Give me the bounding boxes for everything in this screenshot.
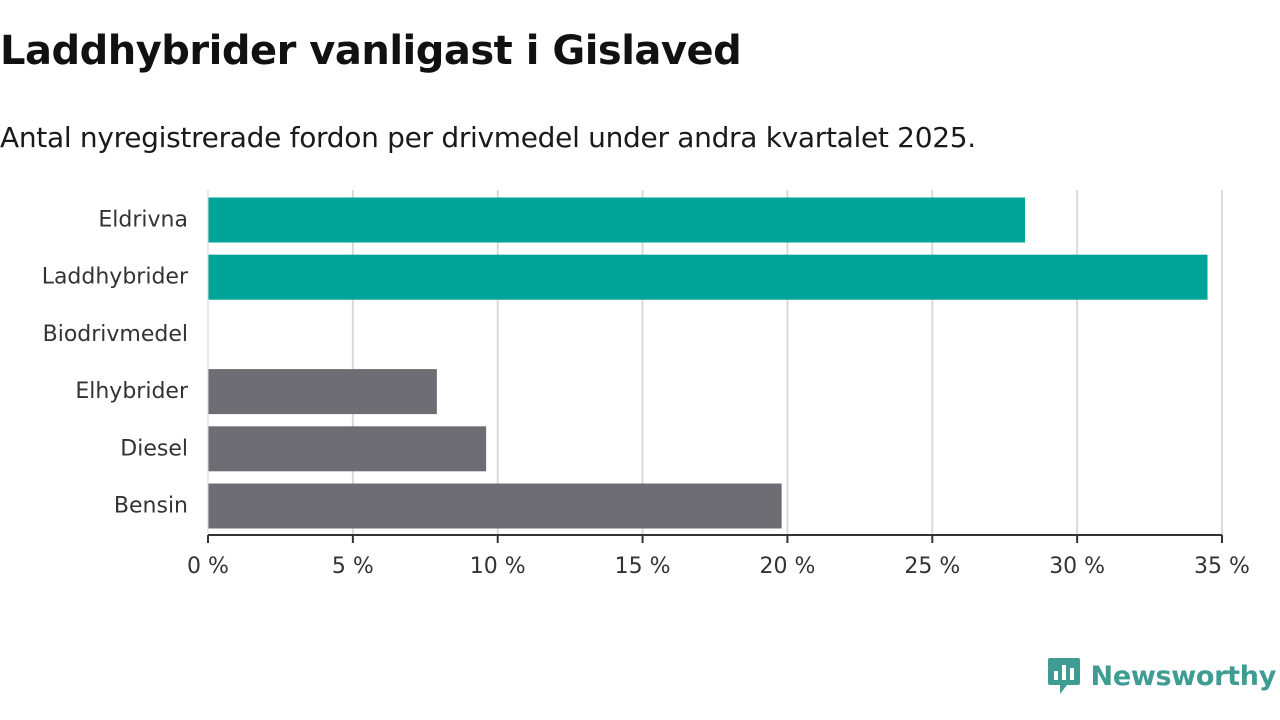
bar-bensin [208,484,782,529]
x-tick-label: 10 % [470,554,526,579]
category-label: Bensin [114,494,188,519]
newsworthy-logo-icon [1047,656,1081,696]
x-tick-label: 0 % [187,554,229,579]
category-label: Diesel [120,436,188,461]
bar-chart: 0 % 5 % 10 % 15 % 20 % 25 % 30 % 35 % Eldrivna L… [0,0,1280,620]
x-tick-label: 35 % [1194,554,1250,579]
x-tick-label: 25 % [904,554,960,579]
bar-eldrivna [208,198,1025,243]
brand-logo: Newsworthy [1047,654,1276,698]
x-tick-label: 20 % [759,554,815,579]
x-tick-label: 30 % [1049,554,1105,579]
x-tick-label: 15 % [615,554,671,579]
category-label: Elhybrider [75,379,189,404]
category-label: Laddhybrider [42,265,189,290]
bars [208,198,1208,529]
category-label: Biodrivmedel [43,322,188,347]
brand-name: Newsworthy [1091,661,1276,692]
bar-elhybrider [208,369,437,414]
bar-laddhybrider [208,255,1208,300]
category-label: Eldrivna [98,208,188,233]
category-labels: Eldrivna Laddhybrider Biodrivmedel Elhybrid… [42,208,189,519]
x-tick-label: 5 % [332,554,374,579]
bar-diesel [208,426,486,471]
